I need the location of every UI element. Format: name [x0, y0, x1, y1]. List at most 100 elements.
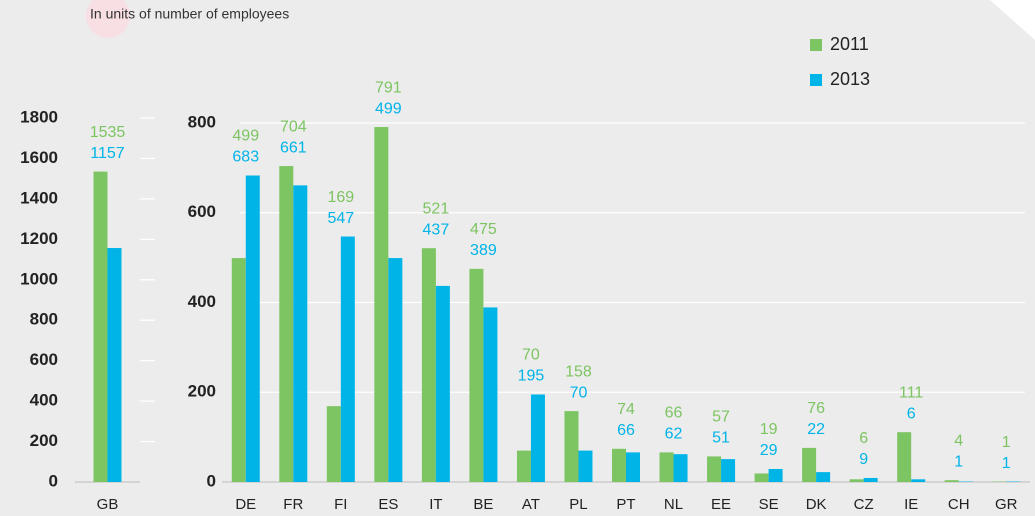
bar: [849, 479, 864, 482]
bar: [768, 468, 783, 482]
bar: [293, 185, 308, 482]
bar: [754, 473, 769, 482]
value-label: 1: [1002, 434, 1011, 451]
x-tick-label: EE: [711, 496, 731, 513]
x-tick-label: GR: [995, 496, 1018, 513]
value-label: 475: [470, 221, 497, 238]
value-label: 499: [232, 128, 259, 145]
value-label: 1157: [90, 145, 125, 162]
legend-swatch: [810, 74, 822, 86]
bar: [721, 459, 736, 482]
y-tick-label: 200: [30, 431, 58, 450]
bar: [530, 394, 545, 482]
bar: [911, 479, 926, 482]
x-tick-label: AT: [522, 496, 540, 513]
bar: [659, 452, 674, 482]
bar: [802, 447, 817, 482]
value-label: 169: [327, 189, 354, 206]
bar: [816, 472, 831, 482]
bar: [388, 258, 403, 482]
bar: [245, 175, 260, 482]
x-tick-label: FI: [334, 496, 347, 513]
x-tick-label: SE: [759, 496, 779, 513]
bar: [516, 450, 531, 482]
value-label: 661: [280, 139, 307, 156]
value-label: 51: [712, 430, 730, 447]
bar: [944, 480, 959, 482]
value-label: 683: [232, 149, 259, 166]
value-label: 195: [518, 368, 545, 385]
y-tick-label: 1400: [20, 188, 58, 207]
x-tick-label: CH: [948, 496, 970, 513]
bar: [863, 477, 878, 482]
value-label: 6: [907, 405, 916, 422]
bar: [564, 411, 579, 482]
x-tick-label: PL: [569, 496, 587, 513]
value-label: 1: [1002, 455, 1011, 472]
bar: [626, 452, 640, 482]
bar: [279, 166, 294, 482]
value-label: 521: [423, 200, 450, 217]
bar: [340, 236, 355, 482]
value-label: 704: [280, 118, 307, 135]
y-tick-label: 1800: [20, 107, 58, 126]
x-tick-label: DE: [235, 496, 256, 513]
bar: [612, 448, 626, 482]
value-label: 74: [617, 401, 635, 418]
value-label: 437: [423, 221, 450, 238]
bar: [326, 406, 341, 482]
y-tick-label: 1000: [20, 269, 58, 288]
x-tick-label: IE: [904, 496, 918, 513]
x-tick-label: BE: [473, 496, 493, 513]
value-label: 6: [859, 430, 868, 447]
value-label: 62: [665, 426, 683, 443]
value-label: 9: [859, 451, 868, 468]
value-label: 1535: [90, 124, 126, 141]
y-tick-label: 400: [30, 391, 58, 410]
value-label: 4: [954, 432, 963, 449]
bar: [231, 258, 246, 482]
y-tick-label: 1200: [20, 229, 58, 248]
value-label: 76: [807, 400, 825, 417]
value-label: 1: [954, 453, 963, 470]
decor-circle: [86, 0, 130, 38]
value-label: 70: [522, 347, 540, 364]
value-label: 29: [760, 442, 778, 459]
y-tick-label: 1600: [20, 148, 58, 167]
x-tick-label: CZ: [854, 496, 874, 513]
y-tick-label: 0: [49, 471, 58, 490]
bar: [578, 450, 593, 482]
bar: [107, 248, 122, 482]
y-tick-label: 600: [30, 350, 58, 369]
value-label: 66: [665, 405, 683, 422]
y-tick-label: 400: [188, 292, 216, 311]
value-label: 66: [617, 422, 635, 439]
legend-label: 2013: [830, 69, 870, 89]
value-label: 111: [899, 384, 923, 401]
bar: [897, 432, 912, 482]
bar: [421, 248, 436, 482]
x-tick-label: DK: [806, 496, 827, 513]
x-tick-label: GB: [97, 496, 119, 513]
x-tick-label: PT: [616, 496, 635, 513]
value-label: 158: [565, 363, 592, 380]
value-label: 19: [760, 421, 778, 438]
y-tick-label: 0: [207, 471, 216, 490]
y-tick-label: 800: [188, 112, 216, 131]
bar: [469, 268, 484, 482]
subtitle: In units of number of employees: [90, 6, 289, 22]
value-label: 547: [327, 210, 354, 227]
x-tick-label: NL: [664, 496, 683, 513]
bar: [707, 456, 722, 482]
x-tick-label: FR: [283, 496, 303, 513]
x-tick-label: IT: [429, 496, 442, 513]
value-label: 22: [807, 421, 825, 438]
bar: [483, 307, 498, 482]
value-label: 57: [712, 409, 730, 426]
bar: [673, 454, 688, 482]
legend-label: 2011: [830, 34, 869, 54]
y-tick-label: 600: [188, 202, 216, 221]
x-tick-label: ES: [378, 496, 398, 513]
